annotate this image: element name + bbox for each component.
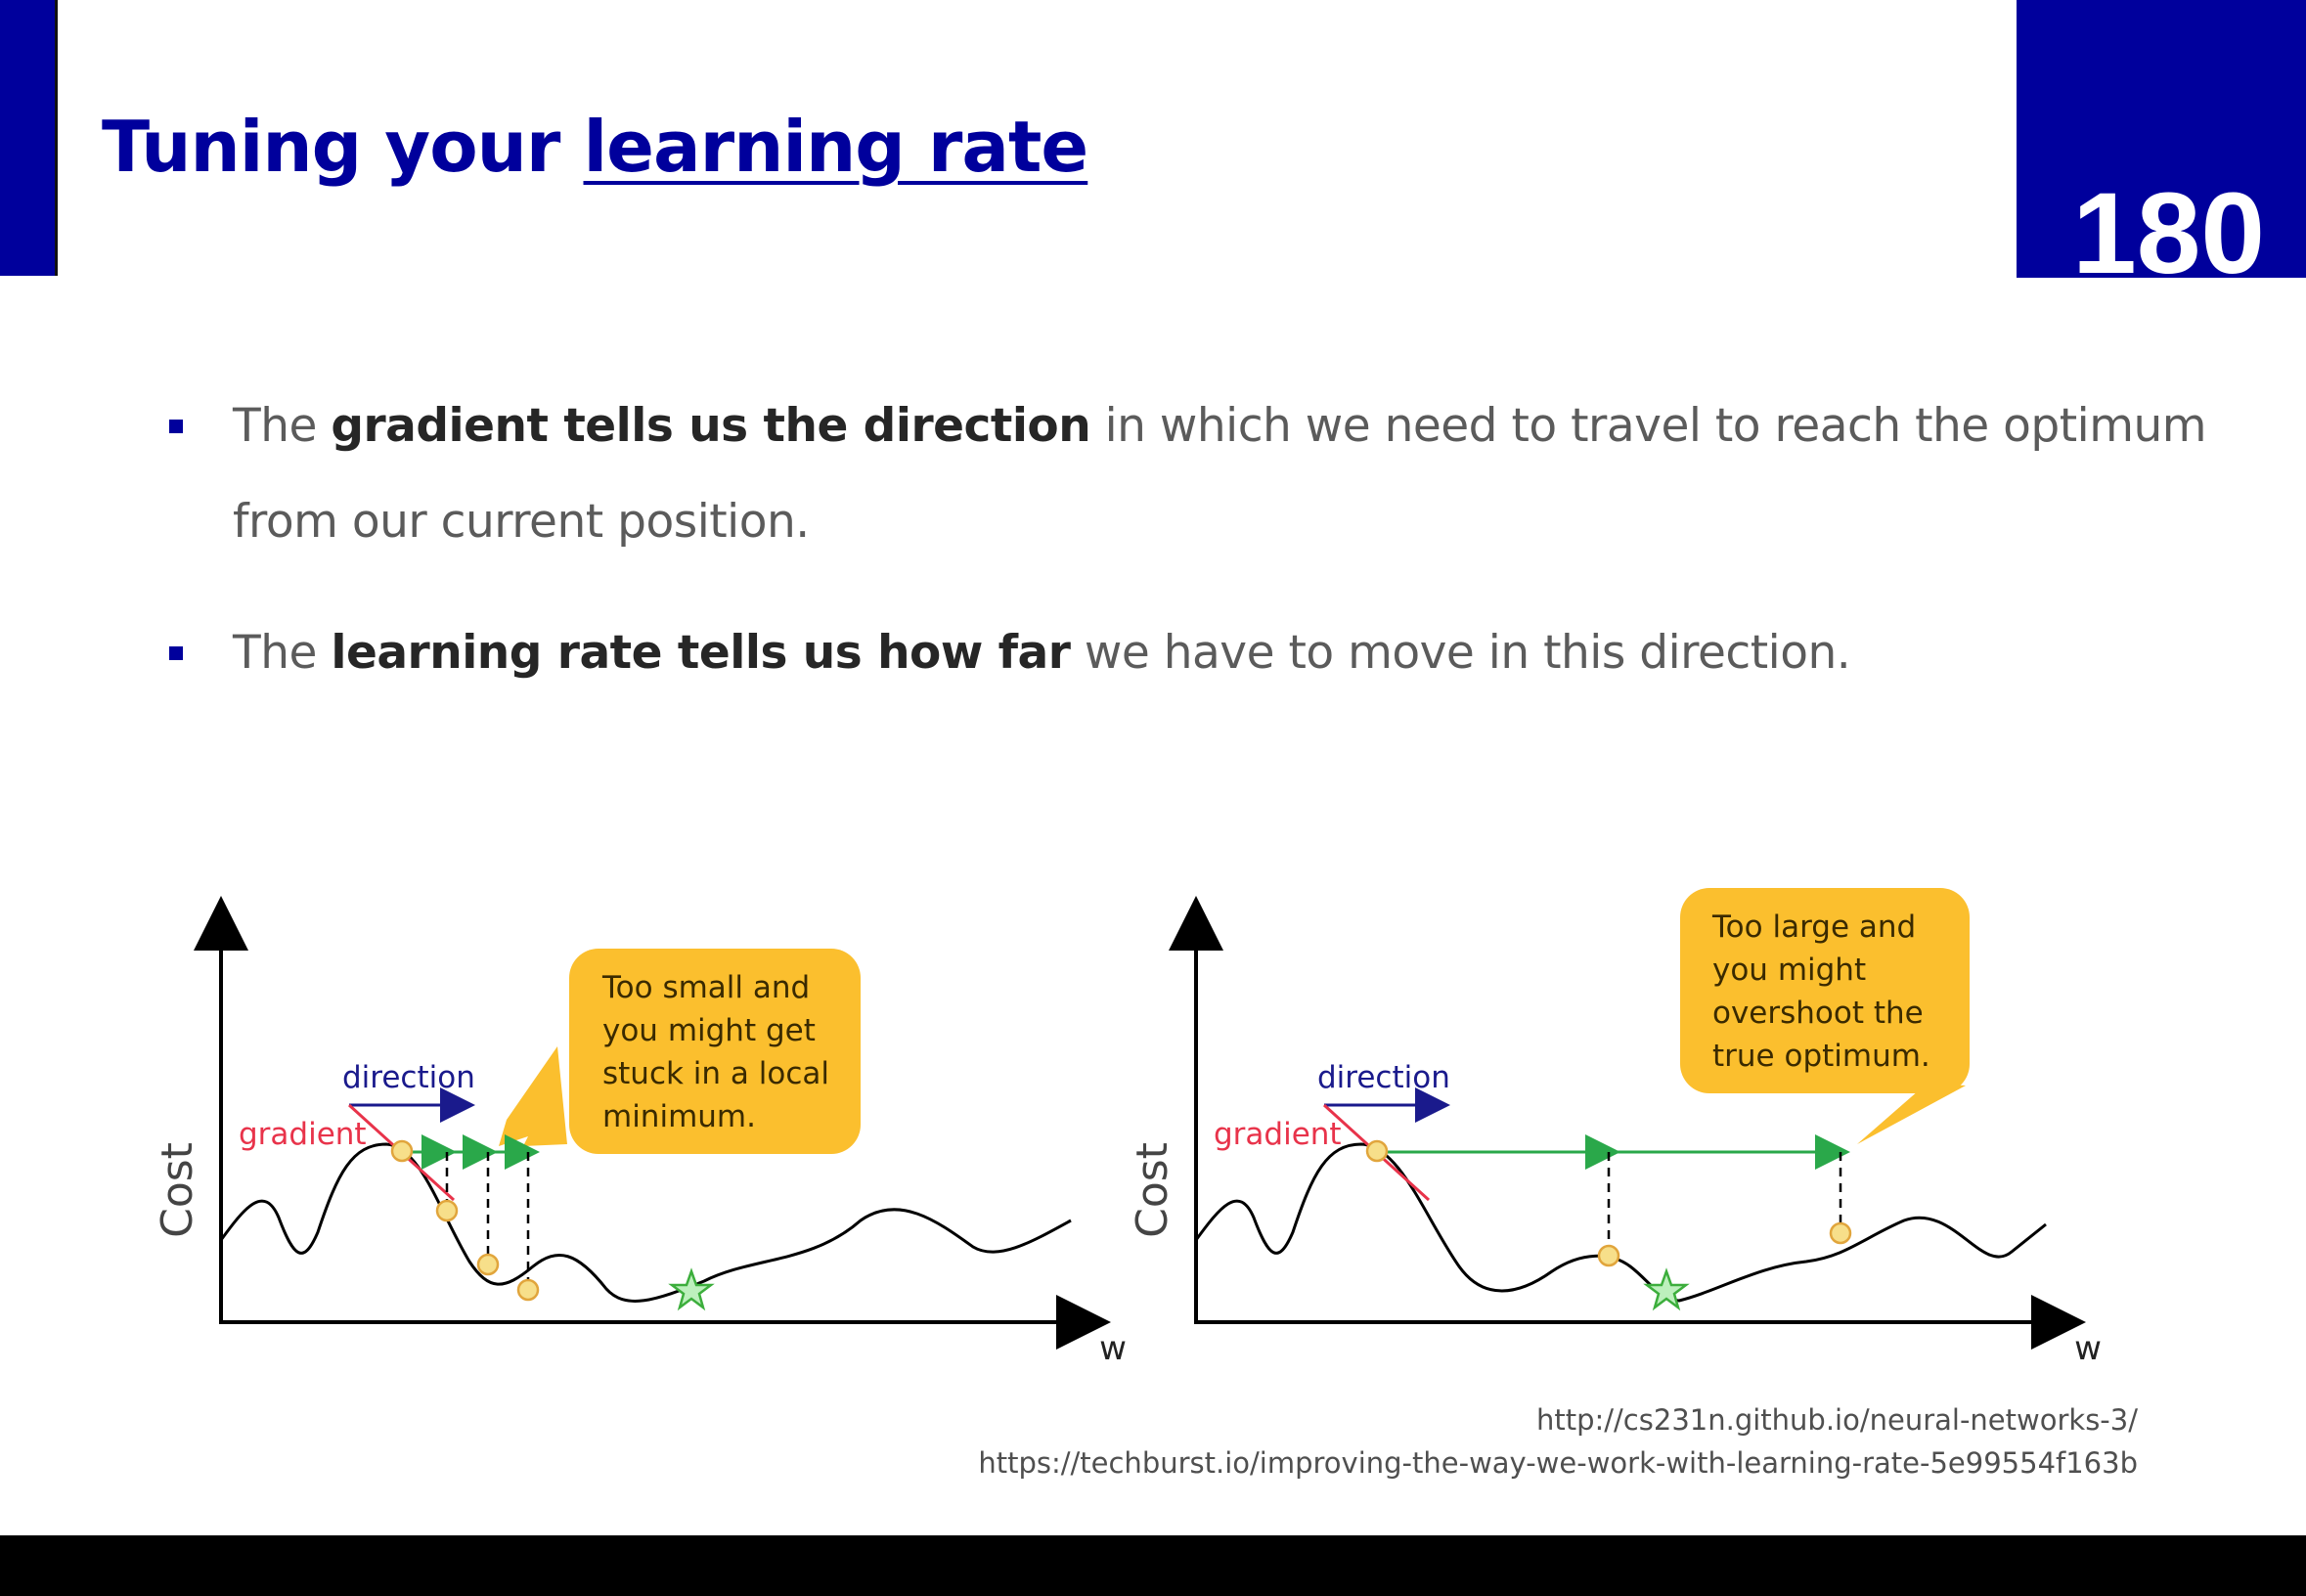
diagram-small-svg: Cost w direction gradient — [153, 896, 1127, 1368]
bullet-2-bold: learning rate tells us how far — [331, 626, 1071, 680]
optimum-star — [1643, 1267, 1690, 1311]
step-point — [390, 1139, 414, 1163]
callout-line: overshoot the — [1712, 996, 1924, 1031]
left-accent-bar — [0, 0, 58, 276]
step-point — [516, 1278, 540, 1302]
step-point — [1597, 1244, 1620, 1267]
step-point — [1365, 1139, 1389, 1163]
callout-text: Too small and you might get stuck in a l… — [602, 966, 829, 1138]
title-text: Tuning your — [102, 106, 584, 188]
x-axis-label: w — [1099, 1329, 1127, 1368]
title-link[interactable]: learning rate — [583, 106, 1089, 188]
bullet-1-suffix: in which we need to travel to reach the … — [1090, 399, 2207, 453]
diagram-small-learning-rate: Cost w direction gradient Too small and … — [147, 880, 1127, 1389]
page-number: 180 — [2072, 169, 2265, 298]
step-point — [435, 1199, 459, 1222]
bottom-bar — [0, 1535, 2306, 1596]
page-number-badge: 180 — [2017, 0, 2306, 291]
source-link[interactable]: https://techburst.io/improving-the-way-w… — [978, 1446, 2138, 1480]
callout-line: you might — [1712, 953, 1867, 988]
callout-text: Too large and you might overshoot the tr… — [1712, 906, 1930, 1078]
bullet-marker — [169, 646, 183, 660]
y-axis-label: Cost — [153, 1142, 202, 1238]
callout-bubble — [1680, 888, 1970, 1093]
gradient-label: gradient — [239, 1117, 367, 1152]
bullet-1-prefix: The — [233, 399, 332, 453]
bullet-1-line-1: The gradient tells us the direction in w… — [233, 399, 2207, 453]
x-axis-label: w — [2074, 1329, 2102, 1368]
callout-line: true optimum. — [1712, 1039, 1930, 1074]
diagram-large-svg: Cost w direction gradient — [1128, 888, 2102, 1368]
callout-line: minimum. — [602, 1099, 756, 1134]
callout-bubble — [569, 949, 861, 1154]
callout-line: stuck in a local — [602, 1056, 830, 1091]
cost-curve — [219, 1142, 1072, 1303]
cost-curve — [1194, 1142, 2047, 1303]
source-link[interactable]: http://cs231n.github.io/neural-networks-… — [1535, 1403, 2138, 1437]
slide-title: Tuning your learning rate — [102, 106, 1089, 188]
callout-line: you might get — [602, 1013, 816, 1048]
callout-line: Too large and — [1712, 909, 1917, 945]
bullet-marker — [169, 420, 183, 433]
gradient-label: gradient — [1214, 1117, 1342, 1152]
direction-label: direction — [342, 1060, 475, 1095]
bullet-1-line-2: from our current position. — [233, 495, 810, 549]
callout-bubble — [1857, 1084, 1966, 1144]
callout-bubble — [499, 1046, 567, 1146]
direction-label: direction — [1317, 1060, 1450, 1095]
step-point — [1829, 1221, 1852, 1245]
callout-bubble — [2100, 1081, 2117, 1134]
bullet-2-prefix: The — [233, 626, 332, 680]
diagram-large-learning-rate: Cost w direction gradient Too large and … — [1122, 880, 2102, 1389]
source-links: http://cs231n.github.io/neural-networks-… — [978, 1398, 2138, 1485]
y-axis-label: Cost — [1128, 1142, 1177, 1238]
bullet-2-suffix: we have to move in this direction. — [1070, 626, 1851, 680]
bullet-2: The learning rate tells us how far we ha… — [233, 626, 1851, 680]
bullet-1-bold: gradient tells us the direction — [331, 399, 1091, 453]
callout-line: Too small and — [602, 970, 811, 1005]
step-point — [476, 1253, 500, 1276]
optimum-star — [668, 1267, 715, 1311]
